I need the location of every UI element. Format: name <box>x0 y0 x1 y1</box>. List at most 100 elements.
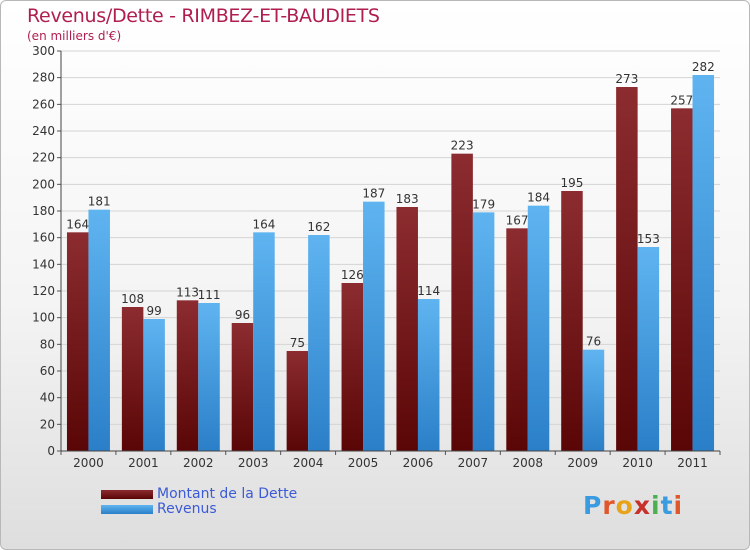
logo-letter: x <box>633 491 651 520</box>
bar-revenus <box>143 319 165 451</box>
bar-revenus <box>253 232 275 451</box>
bar-revenus <box>692 75 715 451</box>
logo-letter: P <box>583 491 603 520</box>
y-tick-label: 180 <box>32 204 55 218</box>
logo-letter: i <box>651 491 661 520</box>
data-label-dette: 164 <box>66 217 89 231</box>
x-tick-label: 2008 <box>513 456 544 470</box>
bar-dette <box>506 228 528 451</box>
bar-dette <box>341 283 364 451</box>
data-label-dette: 167 <box>506 213 529 227</box>
data-label-revenus: 164 <box>253 217 276 231</box>
y-tick-label: 40 <box>40 391 55 405</box>
y-tick-label: 60 <box>40 364 55 378</box>
data-label-dette: 257 <box>670 93 693 107</box>
proxiti-logo: Proxiti <box>583 491 683 520</box>
data-label-dette: 108 <box>121 292 144 306</box>
bar-revenus <box>527 205 550 451</box>
x-tick-label: 2001 <box>128 456 159 470</box>
y-tick-label: 280 <box>32 71 55 85</box>
legend-item-revenus: Revenus <box>101 502 297 517</box>
data-label-dette: 223 <box>451 139 474 153</box>
data-label-dette: 96 <box>235 308 250 322</box>
x-tick-label: 2000 <box>73 456 104 470</box>
data-label-revenus: 111 <box>198 288 221 302</box>
y-tick-label: 120 <box>32 284 55 298</box>
bar-dette <box>616 87 638 451</box>
bar-revenus <box>363 201 385 451</box>
bar-revenus <box>637 247 660 451</box>
data-label-revenus: 282 <box>692 60 715 74</box>
logo-letter: t <box>660 491 674 520</box>
logo-letter: o <box>615 491 634 520</box>
y-tick-label: 80 <box>40 337 55 351</box>
y-axis-ticks: 0 20 40 60 80 100 120 140 160 180 200 220 240 260 280 3… <box>32 44 61 458</box>
x-tick-label: 2002 <box>183 456 214 470</box>
y-tick-label: 300 <box>32 44 55 58</box>
bar-dette <box>286 351 309 451</box>
y-tick-label: 100 <box>32 311 55 325</box>
x-tick-label: 2007 <box>458 456 489 470</box>
data-label-revenus: 187 <box>362 187 385 201</box>
x-tick-label: 2010 <box>622 456 653 470</box>
bar-revenus <box>308 235 330 451</box>
data-label-dette: 195 <box>561 176 584 190</box>
data-label-dette: 183 <box>396 192 419 206</box>
x-tick-label: 2009 <box>567 456 598 470</box>
axes <box>60 51 720 452</box>
bar-dette <box>121 307 144 451</box>
legend-swatch-dette <box>101 490 153 499</box>
y-tick-label: 20 <box>40 417 55 431</box>
legend: Montant de la Dette Revenus <box>101 487 297 517</box>
bar-dette <box>66 232 89 451</box>
bar-dette <box>231 323 254 451</box>
x-tick-label: 2005 <box>348 456 379 470</box>
legend-label-dette: Montant de la Dette <box>157 486 298 502</box>
grid-lines <box>61 50 720 452</box>
bar-dette <box>671 108 693 451</box>
bar-dette <box>176 300 199 451</box>
x-axis-ticks: 2000 2001 2002 2003 2004 2005 2006 2007 2008 2009… <box>60 451 721 470</box>
bar-dette <box>396 207 418 451</box>
x-tick-label: 2006 <box>403 456 434 470</box>
bar-revenus <box>198 303 220 451</box>
legend-swatch-revenus <box>101 505 153 514</box>
chart-subtitle: (en milliers d'€) <box>27 29 122 43</box>
logo-letter: i <box>673 491 684 520</box>
bar-dette <box>561 191 583 451</box>
logo-letter: r <box>602 491 616 520</box>
bar-dette <box>451 153 473 451</box>
legend-item-dette: Montant de la Dette <box>101 487 297 502</box>
y-tick-label: 200 <box>32 177 55 191</box>
data-label-dette: 273 <box>615 72 638 86</box>
data-label-revenus: 114 <box>417 284 440 298</box>
x-tick-label: 2004 <box>293 456 324 470</box>
data-label-revenus: 181 <box>88 195 111 209</box>
y-tick-label: 220 <box>32 151 55 165</box>
data-label-revenus: 162 <box>307 220 330 234</box>
legend-label-revenus: Revenus <box>157 501 217 517</box>
y-tick-label: 0 <box>47 444 55 458</box>
chart-title: Revenus/Dette - RIMBEZ-ET-BAUDIETS <box>27 5 380 27</box>
data-label-revenus: 76 <box>586 335 601 349</box>
data-label-dette: 113 <box>176 285 199 299</box>
bar-revenus <box>582 349 605 451</box>
bars <box>66 75 715 451</box>
y-tick-label: 160 <box>32 231 55 245</box>
x-tick-label: 2003 <box>238 456 269 470</box>
data-label-revenus: 179 <box>472 197 495 211</box>
x-tick-label: 2011 <box>677 456 708 470</box>
data-label-revenus: 153 <box>637 232 660 246</box>
bar-revenus <box>88 209 110 451</box>
data-label-revenus: 99 <box>146 304 161 318</box>
bar-revenus <box>417 299 440 451</box>
bar-revenus <box>472 212 495 451</box>
data-label-revenus: 184 <box>527 191 550 205</box>
data-label-dette: 126 <box>341 268 364 282</box>
y-tick-label: 260 <box>32 97 55 111</box>
y-tick-label: 240 <box>32 124 55 138</box>
y-tick-label: 140 <box>32 257 55 271</box>
